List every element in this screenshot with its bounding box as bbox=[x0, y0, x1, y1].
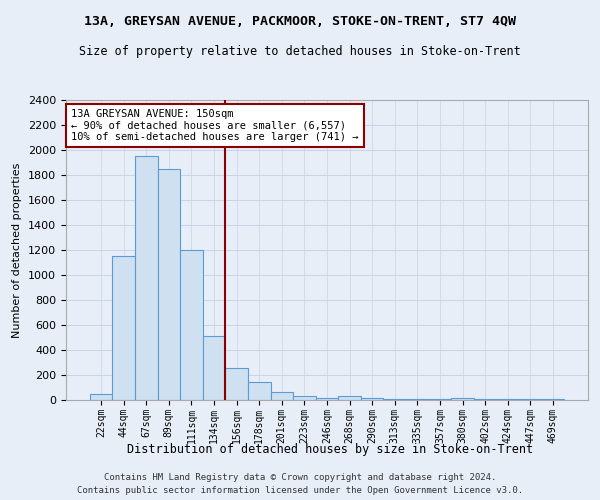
Bar bbox=[451, 398, 474, 400]
Text: 13A, GREYSAN AVENUE, PACKMOOR, STOKE-ON-TRENT, ST7 4QW: 13A, GREYSAN AVENUE, PACKMOOR, STOKE-ON-… bbox=[84, 15, 516, 28]
Bar bbox=[180, 250, 203, 400]
Text: Size of property relative to detached houses in Stoke-on-Trent: Size of property relative to detached ho… bbox=[79, 45, 521, 58]
Bar bbox=[158, 169, 180, 400]
Bar bbox=[383, 399, 406, 400]
Bar bbox=[293, 396, 316, 400]
Bar bbox=[90, 394, 112, 400]
Bar bbox=[135, 156, 158, 400]
Y-axis label: Number of detached properties: Number of detached properties bbox=[13, 162, 22, 338]
Text: Contains public sector information licensed under the Open Government Licence v3: Contains public sector information licen… bbox=[77, 486, 523, 495]
Bar bbox=[271, 392, 293, 400]
Text: 13A GREYSAN AVENUE: 150sqm
← 90% of detached houses are smaller (6,557)
10% of s: 13A GREYSAN AVENUE: 150sqm ← 90% of deta… bbox=[71, 109, 359, 142]
Bar bbox=[474, 399, 496, 400]
Bar bbox=[361, 398, 383, 400]
Bar bbox=[203, 336, 226, 400]
Text: Contains HM Land Registry data © Crown copyright and database right 2024.: Contains HM Land Registry data © Crown c… bbox=[104, 472, 496, 482]
Bar bbox=[248, 382, 271, 400]
Bar bbox=[226, 368, 248, 400]
Bar bbox=[338, 396, 361, 400]
Bar bbox=[316, 398, 338, 400]
Bar bbox=[112, 256, 135, 400]
Text: Distribution of detached houses by size in Stoke-on-Trent: Distribution of detached houses by size … bbox=[127, 442, 533, 456]
